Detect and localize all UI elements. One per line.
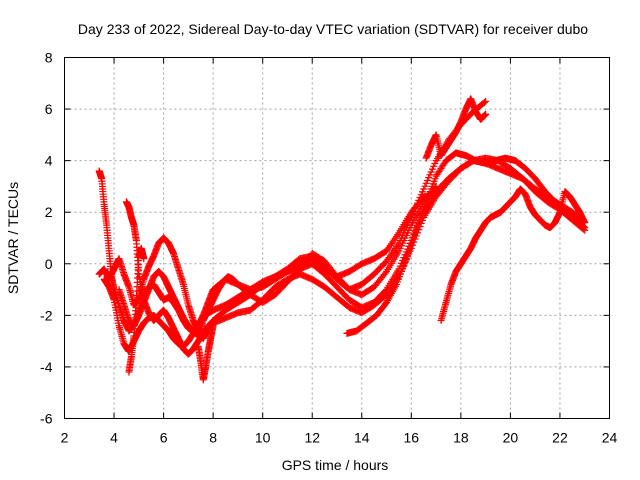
series-track-f xyxy=(343,149,589,337)
data-point-marker xyxy=(480,98,488,106)
series-track-i xyxy=(125,244,148,376)
x-tick-label: 2 xyxy=(61,430,69,446)
plot-frame xyxy=(64,57,610,419)
x-tick-label: 24 xyxy=(602,430,618,446)
y-tick-label: -6 xyxy=(40,411,53,427)
data-point-marker xyxy=(405,245,413,253)
series-track-e xyxy=(115,182,440,335)
data-point-marker xyxy=(410,230,418,238)
data-point-marker xyxy=(402,255,410,263)
series-track-g xyxy=(437,185,589,325)
data-point-marker xyxy=(403,252,411,260)
data-points xyxy=(95,95,589,384)
x-tick-label: 4 xyxy=(110,430,118,446)
grid xyxy=(64,57,610,419)
x-tick-label: 16 xyxy=(404,430,420,446)
data-point-marker xyxy=(381,269,389,277)
data-point-marker xyxy=(409,233,417,241)
y-tick-label: -4 xyxy=(40,359,53,375)
data-point-marker xyxy=(482,110,490,118)
x-tick-label: 18 xyxy=(453,430,469,446)
x-tick-label: 6 xyxy=(160,430,168,446)
x-tick-label: 20 xyxy=(503,430,519,446)
data-point-marker xyxy=(581,219,589,227)
x-tick-label: 8 xyxy=(209,430,217,446)
x-tick-label: 14 xyxy=(354,430,370,446)
data-point-marker xyxy=(406,242,414,250)
x-tick-label: 12 xyxy=(304,430,320,446)
y-tick-label: 2 xyxy=(45,204,53,220)
data-point-marker xyxy=(404,248,412,256)
x-tick-label: 22 xyxy=(552,430,568,446)
x-tick-label: 10 xyxy=(255,430,271,446)
data-point-marker xyxy=(407,239,415,247)
y-axis-ticks: -6 -4 -2 0 2 4 6 8 xyxy=(40,50,610,427)
series-track-b xyxy=(95,97,490,343)
series-track-h xyxy=(422,95,490,162)
data-point-marker xyxy=(209,322,217,330)
chart-title: Day 233 of 2022, Sidereal Day-to-day VTE… xyxy=(78,21,588,37)
data-point-marker xyxy=(140,255,148,263)
y-tick-label: 6 xyxy=(45,101,53,117)
x-axis-label: GPS time / hours xyxy=(282,457,389,473)
data-point-marker xyxy=(482,97,490,105)
data-point-marker xyxy=(411,227,419,235)
series-track-j xyxy=(194,322,217,384)
y-tick-label: -2 xyxy=(40,307,53,323)
y-tick-label: 8 xyxy=(45,50,53,66)
y-tick-label: 0 xyxy=(45,256,53,272)
y-tick-label: 4 xyxy=(45,153,53,169)
data-point-marker xyxy=(408,236,416,244)
y-axis-label: SDTVAR / TECUs xyxy=(5,182,21,294)
